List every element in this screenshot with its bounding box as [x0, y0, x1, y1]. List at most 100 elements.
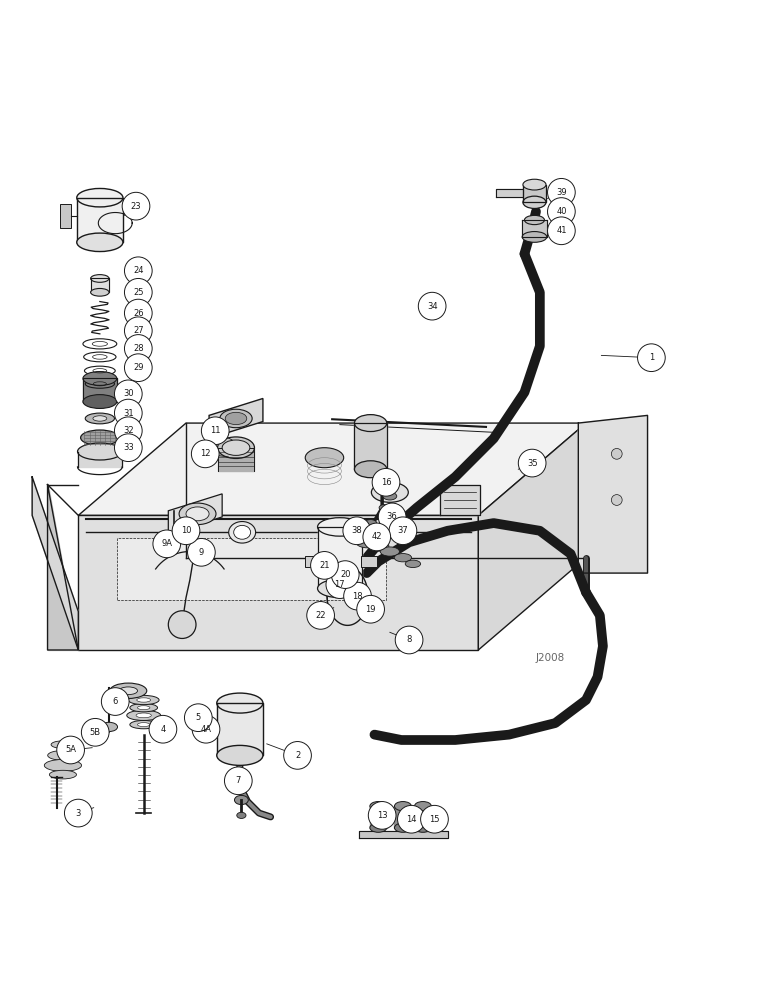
Ellipse shape: [179, 503, 216, 525]
Ellipse shape: [100, 722, 117, 732]
Ellipse shape: [49, 770, 76, 779]
Circle shape: [547, 217, 575, 245]
Circle shape: [310, 552, 338, 579]
Circle shape: [65, 799, 92, 827]
Text: 28: 28: [133, 344, 144, 353]
Text: 32: 32: [123, 426, 134, 435]
Circle shape: [611, 495, 622, 505]
Circle shape: [124, 317, 152, 345]
Circle shape: [57, 736, 84, 764]
Text: 14: 14: [406, 815, 417, 824]
Ellipse shape: [405, 560, 421, 568]
Text: 9A: 9A: [161, 539, 172, 548]
Circle shape: [114, 417, 142, 445]
Ellipse shape: [317, 579, 362, 598]
Circle shape: [344, 582, 371, 610]
Circle shape: [611, 448, 622, 459]
Circle shape: [188, 538, 215, 566]
Text: 39: 39: [556, 188, 567, 197]
Circle shape: [122, 192, 150, 220]
Polygon shape: [32, 477, 78, 650]
Text: 12: 12: [200, 449, 211, 458]
Circle shape: [363, 523, 391, 551]
Ellipse shape: [415, 802, 432, 811]
Text: 3: 3: [76, 809, 81, 818]
Circle shape: [114, 380, 142, 408]
Circle shape: [638, 344, 665, 372]
Polygon shape: [76, 198, 123, 242]
Bar: [361, 556, 377, 567]
Circle shape: [357, 595, 384, 623]
Text: 4: 4: [161, 725, 165, 734]
Text: 1: 1: [648, 353, 654, 362]
Circle shape: [114, 434, 142, 462]
Polygon shape: [394, 806, 411, 828]
Ellipse shape: [222, 440, 250, 455]
Text: 30: 30: [123, 389, 134, 398]
Circle shape: [331, 561, 359, 588]
Ellipse shape: [229, 522, 256, 543]
Polygon shape: [496, 189, 523, 197]
Polygon shape: [218, 448, 255, 471]
Text: 24: 24: [133, 266, 144, 275]
Text: 25: 25: [133, 288, 144, 297]
Circle shape: [306, 602, 334, 629]
Ellipse shape: [77, 443, 122, 460]
Ellipse shape: [90, 275, 109, 282]
Polygon shape: [317, 527, 362, 588]
Ellipse shape: [137, 723, 150, 727]
Circle shape: [368, 802, 396, 829]
Polygon shape: [578, 415, 648, 573]
Text: J2008: J2008: [536, 653, 565, 663]
Text: 5B: 5B: [90, 728, 101, 737]
Ellipse shape: [371, 482, 408, 502]
Circle shape: [149, 715, 177, 743]
Text: 22: 22: [316, 611, 326, 620]
Text: 23: 23: [130, 202, 141, 211]
Ellipse shape: [235, 795, 249, 805]
Text: 8: 8: [406, 635, 411, 644]
Ellipse shape: [48, 751, 78, 760]
Ellipse shape: [394, 823, 411, 832]
Ellipse shape: [93, 416, 107, 421]
Circle shape: [201, 417, 229, 445]
Text: 6: 6: [113, 697, 118, 706]
Text: 19: 19: [365, 605, 376, 614]
Circle shape: [225, 767, 252, 795]
Ellipse shape: [394, 802, 411, 811]
Ellipse shape: [127, 710, 161, 720]
Ellipse shape: [130, 720, 157, 729]
Ellipse shape: [218, 437, 255, 458]
Circle shape: [124, 278, 152, 306]
Polygon shape: [415, 806, 432, 828]
Ellipse shape: [370, 802, 387, 811]
Ellipse shape: [76, 233, 123, 252]
Bar: [60, 204, 70, 228]
Circle shape: [124, 354, 152, 382]
Polygon shape: [359, 831, 448, 838]
Text: 5: 5: [195, 713, 201, 722]
Ellipse shape: [523, 179, 546, 190]
Ellipse shape: [136, 713, 151, 718]
Text: 20: 20: [340, 570, 350, 579]
Circle shape: [191, 440, 219, 468]
Polygon shape: [523, 185, 546, 202]
Text: 35: 35: [527, 459, 537, 468]
Text: 29: 29: [133, 363, 144, 372]
Polygon shape: [522, 220, 547, 237]
Ellipse shape: [90, 288, 109, 296]
Ellipse shape: [130, 704, 157, 712]
Polygon shape: [83, 378, 117, 402]
Text: 33: 33: [123, 443, 134, 452]
Text: 18: 18: [352, 592, 363, 601]
Text: 10: 10: [181, 526, 191, 535]
Text: 21: 21: [319, 561, 330, 570]
Ellipse shape: [44, 759, 82, 771]
Circle shape: [114, 399, 142, 427]
Polygon shape: [77, 452, 122, 467]
Circle shape: [124, 335, 152, 362]
Ellipse shape: [354, 415, 387, 432]
Text: 16: 16: [381, 478, 391, 487]
Ellipse shape: [394, 554, 411, 562]
Ellipse shape: [522, 232, 547, 242]
